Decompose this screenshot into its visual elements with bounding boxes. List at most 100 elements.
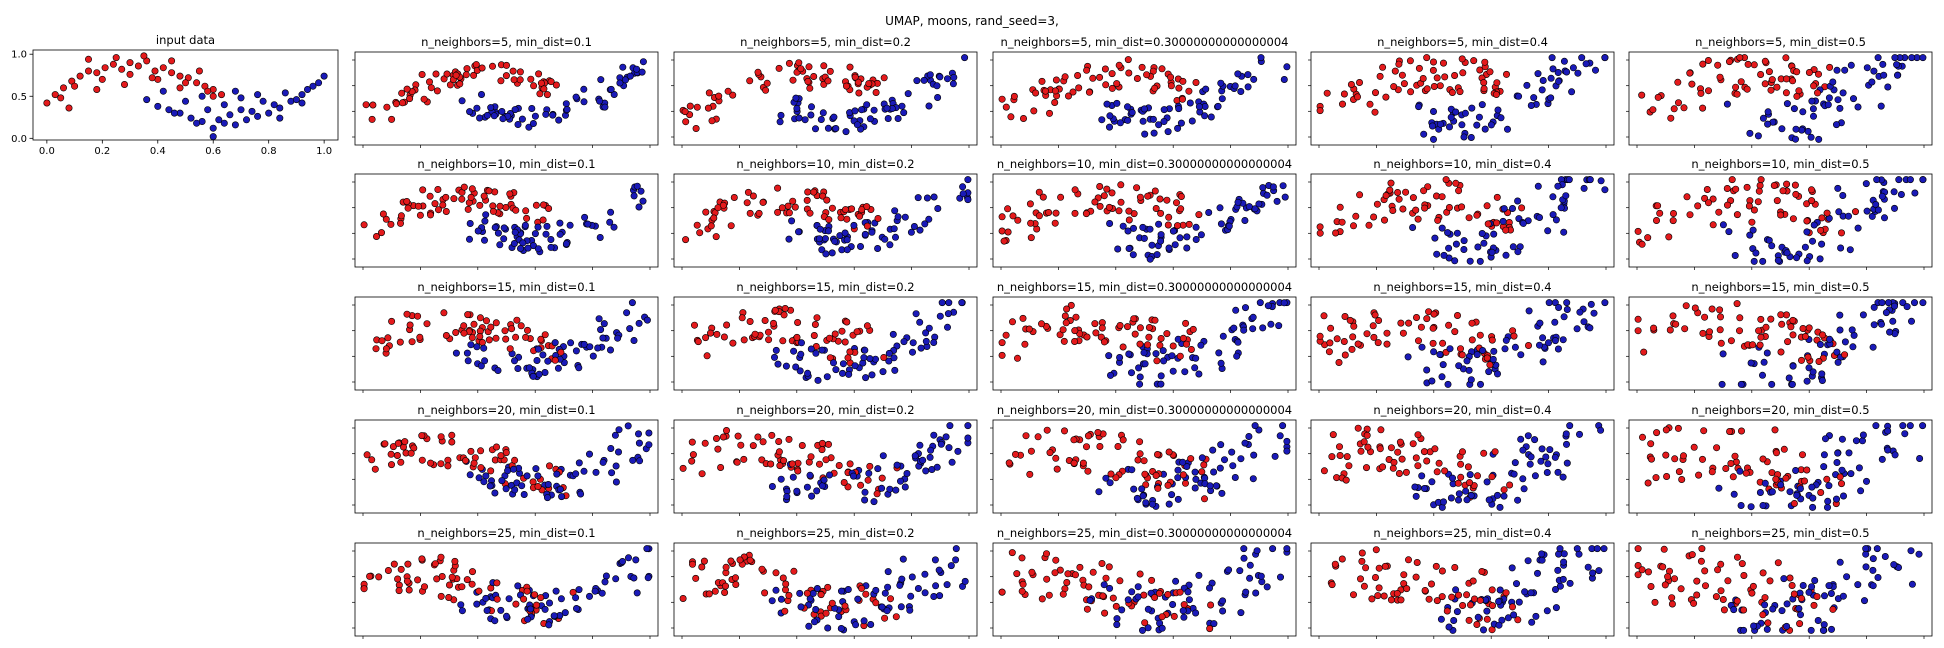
embedding-point-class1 [1216,464,1224,472]
embedding-point-class1 [1845,449,1853,457]
embedding-point-class0 [1662,426,1670,434]
embedding-point-class1 [1230,324,1238,332]
embedding-point-class0 [843,215,851,223]
embedding-point-class0 [1430,58,1438,66]
embedding-point-class1 [1549,211,1557,219]
x-tick-label: 1.0 [316,146,332,157]
embedding-point-class1 [1249,475,1257,483]
embedding-point-class1 [796,589,804,597]
embedding-point-class0 [403,310,411,318]
embedding-point-class1 [878,484,886,492]
embedding-point-class0 [823,196,831,204]
embedding-point-class1 [961,577,969,585]
embedding-point-class0 [1432,562,1440,570]
embedding-point-class0 [1083,333,1091,341]
embedding-point-class0 [1383,340,1391,348]
embedding-point-class0 [1455,187,1463,195]
embedding-point-class0 [387,450,395,458]
embedding-point-class0 [825,216,833,224]
embedding-point-class0 [1316,107,1324,115]
embedding-point-class1 [892,486,900,494]
embedding-point-class1 [777,595,785,603]
embedding-point-class0 [1141,470,1149,478]
embedding-point-class1 [824,227,832,235]
embedding-point-class0 [406,95,414,103]
embedding-point-class1 [499,115,507,123]
embedding-point-class1 [904,90,912,98]
embedding-point-class1 [1129,251,1137,259]
embedding-point-class1 [885,349,893,357]
embedding-point-class0 [388,317,396,325]
embedding-point-class0 [1145,323,1153,331]
embedding-point-class1 [1477,380,1485,388]
embedding-point-class1 [1244,71,1252,79]
embedding-point-class0 [1325,348,1333,356]
input-point-class1 [298,91,306,99]
embedding-point-class1 [1113,615,1121,623]
subplot-title-0: input data [156,33,215,47]
embedding-point-class0 [1173,199,1181,207]
embedding-point-class1 [1874,54,1882,62]
embedding-point-class0 [774,208,782,216]
embedding-point-class0 [1742,469,1750,477]
embedding-point-class0 [1083,66,1091,74]
embedding-point-class0 [1072,313,1080,321]
embedding-point-class0 [1789,215,1797,223]
embedding-point-class0 [1808,186,1816,194]
embedding-point-class0 [785,59,793,67]
embedding-point-class0 [1382,93,1390,101]
embedding-point-class0 [1328,581,1336,589]
embedding-point-class0 [1051,219,1059,227]
plot-frame-15 [1628,296,1933,391]
subplot-umap-5-0.1: n_neighbors=5, min_dist=0.1 [352,35,659,148]
embedding-point-class0 [1177,193,1185,201]
embedding-point-class0 [1790,590,1798,598]
embedding-point-class0 [1671,575,1679,583]
embedding-point-class1 [502,612,510,620]
embedding-point-class0 [1407,88,1415,96]
input-point-class1 [281,89,289,97]
embedding-point-class0 [1761,80,1769,88]
embedding-point-class0 [1680,104,1688,112]
embedding-point-class1 [542,230,550,238]
embedding-point-class1 [510,465,518,473]
embedding-point-class1 [934,205,942,213]
embedding-point-class0 [1363,330,1371,338]
embedding-point-class1 [1549,193,1557,201]
embedding-point-class1 [1589,569,1597,577]
embedding-point-class0 [1789,331,1797,339]
embedding-point-class1 [580,340,588,348]
embedding-point-class0 [1814,89,1822,97]
embedding-point-class0 [1702,582,1710,590]
embedding-point-class0 [1433,597,1441,605]
embedding-point-class0 [863,322,871,330]
embedding-point-class0 [682,118,690,126]
embedding-point-class0 [1328,453,1336,461]
embedding-point-class0 [460,329,468,337]
embedding-point-class1 [1854,103,1862,111]
embedding-point-class1 [866,115,874,123]
embedding-point-class1 [1847,470,1855,478]
embedding-point-class0 [443,70,451,78]
embedding-point-class0 [1645,568,1653,576]
embedding-point-class0 [1125,69,1133,77]
embedding-point-class1 [930,592,938,600]
embedding-point-class0 [1798,594,1806,602]
embedding-point-class1 [1532,612,1540,620]
embedding-point-class1 [1447,494,1455,502]
embedding-point-class1 [1271,452,1279,460]
embedding-point-class1 [1908,317,1916,325]
embedding-point-class1 [1916,454,1924,462]
embedding-point-class0 [998,351,1006,359]
embedding-point-class1 [1499,217,1507,225]
plot-frame-25 [1628,542,1933,637]
embedding-point-class1 [481,357,489,365]
embedding-point-class0 [1027,219,1035,227]
embedding-point-class0 [1740,606,1748,614]
embedding-point-class0 [403,85,411,93]
embedding-point-class0 [1749,341,1757,349]
embedding-point-class1 [878,603,886,611]
embedding-point-class1 [1880,71,1888,79]
embedding-point-class1 [473,600,481,608]
embedding-point-class1 [879,368,887,376]
